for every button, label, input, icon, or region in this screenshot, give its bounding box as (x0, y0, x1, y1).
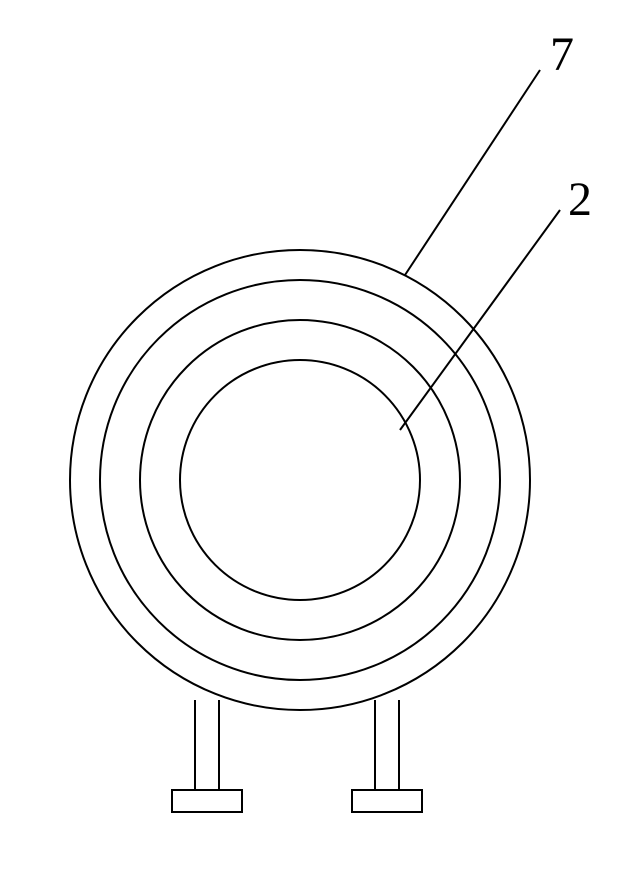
callout-label-2: 2 (568, 173, 592, 226)
callout-label-7: 7 (550, 28, 574, 81)
schematic-drawing: 72 (0, 0, 633, 885)
ring-3 (180, 360, 420, 600)
